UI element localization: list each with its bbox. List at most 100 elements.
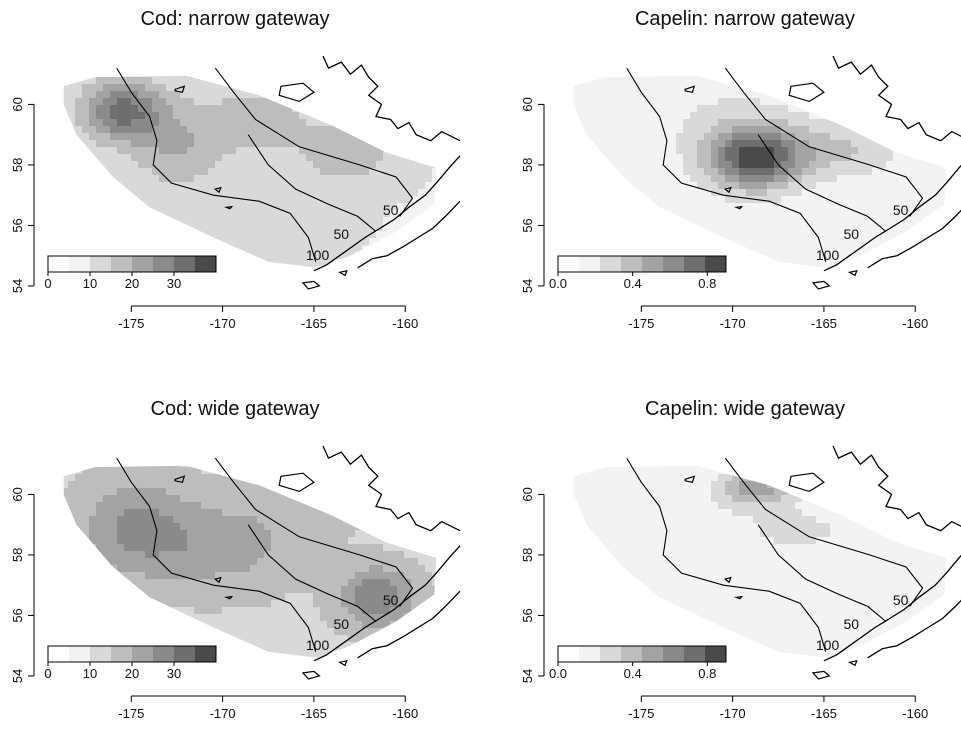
- island: [847, 269, 858, 277]
- x-tick-label: -160: [902, 706, 928, 721]
- island: [811, 670, 831, 680]
- island: [733, 595, 744, 600]
- y-tick-label: 60: [10, 97, 25, 111]
- island: [223, 205, 234, 210]
- depth-contour: [116, 457, 317, 652]
- y-tick-label: 56: [520, 608, 535, 622]
- x-tick-label: -170: [210, 706, 236, 721]
- legend-tick-label: 0: [44, 276, 51, 291]
- depth-contour: [757, 524, 887, 622]
- y-tick-label: 58: [10, 548, 25, 562]
- panel-title: Cod: narrow gateway: [140, 8, 330, 30]
- panel-title: Capelin: wide gateway: [644, 398, 846, 420]
- y-tick-label: 60: [10, 487, 25, 501]
- y-tick-label: 56: [10, 608, 25, 622]
- y-tick-label: 54: [520, 669, 535, 683]
- legend-tick-label: 20: [125, 276, 139, 291]
- legend-tick-label: 30: [167, 276, 181, 291]
- legend-colorbar: 0.0 0.4 0.8: [549, 645, 727, 681]
- axes: 54 56 58 60 -175 -170 -165 -160: [520, 487, 928, 721]
- legend-tick-label: 30: [167, 666, 181, 681]
- legend-tick-label: 10: [83, 666, 97, 681]
- x-tick-label: -160: [392, 316, 418, 331]
- contour-label: 100: [306, 637, 330, 653]
- legend-tick-label: 0.4: [624, 666, 642, 681]
- island: [278, 82, 315, 103]
- contour-label: 50: [844, 616, 860, 632]
- map-panel-cod-narrow: Cod: narrow gateway 50 50 100 54 56 58 60 -175 -1…: [0, 0, 470, 346]
- contour-label: 50: [383, 592, 399, 608]
- island: [174, 85, 186, 93]
- island: [724, 576, 732, 584]
- contour-label: 50: [844, 226, 860, 242]
- y-tick-label: 58: [520, 158, 535, 172]
- coastline: [313, 545, 461, 662]
- depth-contour: [757, 134, 887, 232]
- contour-label: 50: [334, 226, 350, 242]
- x-tick-label: -175: [628, 316, 654, 331]
- x-tick-label: -165: [301, 706, 327, 721]
- coastline: [357, 200, 461, 269]
- map-panel-capelin-wide: Capelin: wide gateway 50 50 100 54 56 58 60 -175…: [510, 390, 961, 736]
- island: [684, 85, 696, 93]
- contour-label: 100: [306, 247, 330, 263]
- contour-label: 50: [893, 202, 909, 218]
- x-tick-label: -160: [392, 706, 418, 721]
- contour-label: 50: [383, 202, 399, 218]
- depth-contour: [724, 67, 924, 217]
- x-tick-label: -165: [301, 316, 327, 331]
- island: [733, 205, 744, 210]
- island: [724, 186, 732, 194]
- x-tick-label: -170: [720, 316, 746, 331]
- island: [788, 472, 825, 493]
- panel-title: Cod: wide gateway: [150, 398, 320, 420]
- depth-contour: [626, 67, 827, 262]
- legend-tick-label: 0: [44, 666, 51, 681]
- island: [278, 472, 315, 493]
- map-panel-capelin-narrow: Capelin: narrow gateway 50 50 100 54 56 58 60 -1…: [510, 0, 961, 346]
- island: [214, 186, 222, 194]
- y-tick-label: 56: [520, 218, 535, 232]
- island: [684, 475, 696, 483]
- axes: 54 56 58 60 -175 -170 -165 -160: [520, 97, 928, 331]
- coastline: [322, 55, 461, 142]
- legend-colorbar: 0 10 20 30: [44, 255, 217, 291]
- depth-contour: [247, 524, 377, 622]
- contour-label: 100: [816, 247, 840, 263]
- coastline: [867, 209, 961, 269]
- island: [811, 280, 831, 290]
- contour-label: 50: [334, 616, 350, 632]
- legend-tick-label: 0.8: [698, 666, 716, 681]
- coastline: [823, 164, 961, 272]
- coastline: [313, 155, 461, 272]
- island: [301, 280, 321, 290]
- island: [337, 659, 348, 667]
- x-tick-label: -175: [118, 706, 144, 721]
- legend-tick-label: 0.0: [549, 666, 567, 681]
- coastline: [357, 590, 461, 659]
- coastline: [322, 445, 461, 532]
- contour-label: 100: [816, 637, 840, 653]
- x-tick-label: -170: [720, 706, 746, 721]
- coastline: [832, 55, 961, 142]
- island: [337, 269, 348, 277]
- y-tick-label: 60: [520, 487, 535, 501]
- x-tick-label: -165: [811, 316, 837, 331]
- legend-tick-label: 10: [83, 276, 97, 291]
- y-tick-label: 54: [520, 279, 535, 293]
- depth-contour: [214, 457, 414, 607]
- y-tick-label: 58: [10, 158, 25, 172]
- x-tick-label: -170: [210, 316, 236, 331]
- island: [301, 670, 321, 680]
- contour-label: 50: [893, 592, 909, 608]
- legend-colorbar: 0 10 20 30: [44, 645, 217, 681]
- legend-tick-label: 20: [125, 666, 139, 681]
- x-tick-label: -160: [902, 316, 928, 331]
- island: [214, 576, 222, 584]
- x-tick-label: -175: [628, 706, 654, 721]
- depth-contour: [116, 67, 317, 262]
